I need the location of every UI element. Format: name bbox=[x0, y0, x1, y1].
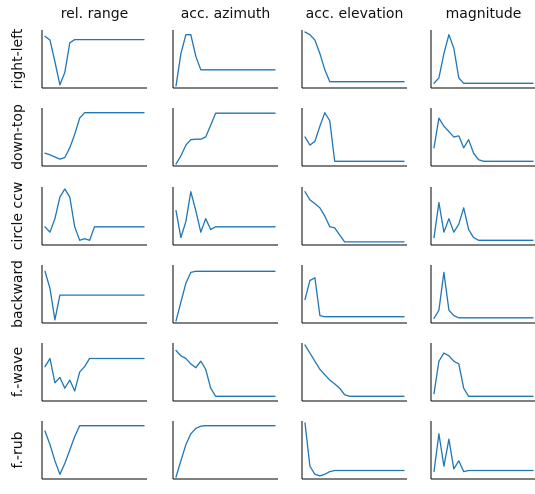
row-label-1: down-top bbox=[10, 104, 26, 170]
panel-r0-c0 bbox=[41, 30, 147, 89]
series-line-r0-c3 bbox=[433, 34, 534, 84]
panel-r2-c3 bbox=[430, 187, 535, 246]
series-line-r3-c0 bbox=[44, 270, 145, 321]
column-title-3: magnitude bbox=[446, 6, 522, 22]
panel-r0-c1 bbox=[172, 30, 278, 89]
series-line-r0-c0 bbox=[44, 35, 145, 86]
panel-r4-c3 bbox=[430, 343, 535, 402]
panel-r4-c0 bbox=[41, 343, 147, 402]
row-label-0: right-left bbox=[10, 28, 26, 89]
series-line-r1-c2 bbox=[304, 112, 405, 162]
series-line-r1-c1 bbox=[175, 112, 276, 165]
panel-r0-c3 bbox=[430, 30, 535, 89]
row-label-2: circle ccw bbox=[10, 182, 26, 251]
column-titles: rel. range acc. azimuth acc. elevation magn… bbox=[61, 6, 522, 22]
row-labels: right-left down-top circle ccw backward f.-w… bbox=[10, 28, 26, 468]
panel-r5-c3 bbox=[430, 421, 535, 480]
column-title-0: rel. range bbox=[61, 6, 129, 22]
series-line-r1-c3 bbox=[433, 117, 534, 162]
series-line-r2-c3 bbox=[433, 201, 534, 241]
panel-r3-c2 bbox=[301, 265, 407, 324]
panel-r0-c2 bbox=[301, 30, 407, 89]
series-line-r4-c1 bbox=[175, 349, 276, 397]
panel-r5-c0 bbox=[41, 421, 147, 480]
panel-r1-c2 bbox=[301, 108, 407, 167]
column-title-2: acc. elevation bbox=[306, 6, 404, 22]
series-line-r4-c3 bbox=[433, 352, 534, 397]
panel-r3-c0 bbox=[41, 265, 147, 324]
panel-r1-c3 bbox=[430, 108, 535, 167]
panel-r2-c1 bbox=[172, 187, 278, 246]
panel-r3-c3 bbox=[430, 265, 535, 324]
panel-r4-c1 bbox=[172, 343, 278, 402]
series-line-r5-c2 bbox=[304, 422, 405, 477]
series-line-r2-c2 bbox=[304, 191, 405, 243]
series-line-r1-c0 bbox=[44, 112, 145, 160]
panel-r1-c1 bbox=[172, 108, 278, 167]
panel-grid bbox=[41, 30, 535, 480]
panel-r2-c0 bbox=[41, 187, 147, 246]
row-label-3: backward bbox=[10, 260, 26, 328]
series-line-r4-c2 bbox=[304, 344, 405, 397]
series-line-r5-c1 bbox=[175, 425, 276, 478]
series-line-r0-c2 bbox=[304, 31, 405, 83]
series-line-r2-c0 bbox=[44, 188, 145, 241]
panel-r4-c2 bbox=[301, 343, 407, 402]
series-line-r3-c2 bbox=[304, 277, 405, 318]
series-line-r3-c3 bbox=[433, 271, 534, 319]
series-line-r5-c3 bbox=[433, 433, 534, 473]
column-title-1: acc. azimuth bbox=[181, 6, 271, 22]
row-label-4: f.-wave bbox=[10, 347, 26, 397]
panel-r1-c0 bbox=[41, 108, 147, 167]
panel-r5-c1 bbox=[172, 421, 278, 480]
series-line-r3-c1 bbox=[175, 270, 276, 322]
row-label-5: f.-rub bbox=[10, 431, 26, 468]
panel-r3-c1 bbox=[172, 265, 278, 324]
panel-r2-c2 bbox=[301, 187, 407, 246]
series-line-r2-c1 bbox=[175, 191, 276, 239]
series-line-r4-c0 bbox=[44, 357, 145, 392]
panel-r5-c2 bbox=[301, 421, 407, 480]
series-line-r5-c0 bbox=[44, 425, 145, 475]
series-line-r0-c1 bbox=[175, 34, 276, 87]
